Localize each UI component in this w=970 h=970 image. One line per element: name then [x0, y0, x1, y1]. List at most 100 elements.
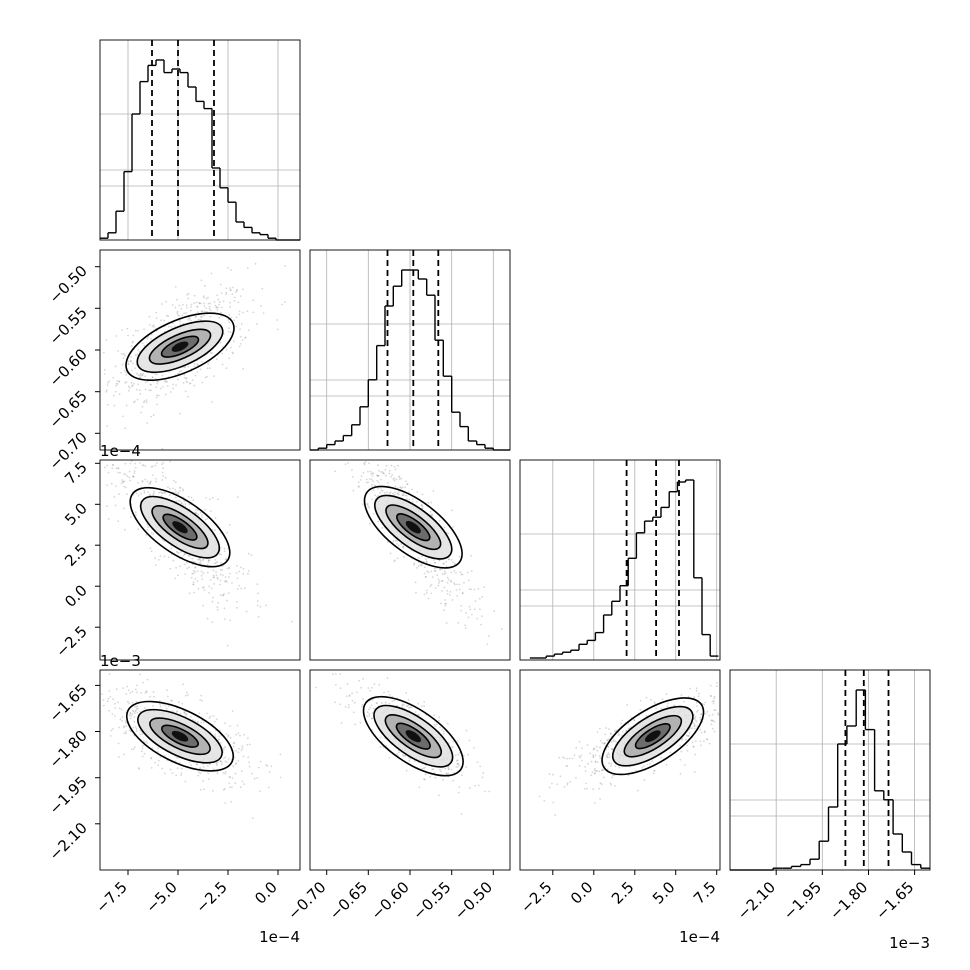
sample-point — [387, 690, 390, 693]
sample-point — [217, 602, 220, 604]
sample-point — [185, 377, 188, 380]
sample-point — [400, 477, 403, 480]
sample-point — [383, 472, 385, 475]
sample-point — [183, 500, 186, 503]
sample-point — [189, 715, 192, 718]
sample-point — [162, 461, 165, 464]
sample-point — [424, 576, 427, 578]
sample-point — [158, 491, 161, 494]
sample-point — [227, 592, 230, 594]
sample-point — [209, 579, 212, 581]
sample-point — [451, 746, 453, 749]
sample-point — [194, 571, 196, 573]
sample-point — [130, 516, 132, 518]
sample-point — [156, 373, 159, 376]
panel-frame — [99, 459, 301, 661]
sample-point — [442, 732, 445, 735]
sample-point — [106, 700, 109, 703]
sample-point — [144, 465, 147, 467]
sample-point — [220, 761, 223, 763]
sample-point — [229, 346, 232, 349]
sample-point — [402, 546, 405, 549]
sample-point — [368, 522, 371, 525]
sample-point — [228, 287, 231, 290]
sample-point — [212, 596, 215, 599]
sample-point — [169, 391, 172, 393]
sample-point — [248, 765, 251, 768]
sample-point — [131, 690, 134, 693]
sample-point — [184, 713, 187, 716]
sample-point — [368, 713, 371, 715]
sample-point — [451, 509, 453, 512]
sample-point — [159, 705, 162, 708]
sample-point — [157, 558, 160, 561]
sample-point — [235, 316, 238, 319]
sample-point — [152, 691, 155, 693]
sample-point — [202, 586, 205, 588]
sample-point — [202, 604, 205, 607]
sample-point — [220, 561, 222, 564]
sample-point — [420, 504, 423, 507]
sample-point — [367, 470, 369, 473]
sample-point — [465, 612, 467, 614]
sample-point — [201, 316, 203, 319]
sample-point — [447, 558, 450, 561]
sample-point — [213, 375, 215, 377]
sample-point — [599, 757, 602, 759]
sample-point — [697, 709, 699, 712]
sample-point — [215, 574, 218, 577]
sample-point — [124, 720, 127, 723]
sample-point — [393, 466, 396, 468]
sample-point — [614, 730, 617, 733]
sample-point — [424, 766, 426, 769]
sample-point — [219, 729, 222, 732]
sample-point — [182, 683, 185, 686]
sample-point — [134, 329, 137, 332]
sample-point — [135, 730, 138, 732]
sample-point — [215, 761, 218, 764]
sample-point — [140, 492, 143, 495]
sample-point — [376, 474, 378, 477]
sample-point — [125, 404, 128, 407]
sample-point — [222, 749, 225, 751]
sample-point — [457, 753, 460, 756]
sample-point — [137, 707, 139, 710]
sample-point — [478, 597, 481, 600]
sample-point — [189, 305, 192, 308]
sample-point — [395, 478, 398, 481]
sample-point — [215, 306, 218, 309]
sample-point — [438, 794, 440, 797]
sample-point — [604, 733, 607, 736]
sample-point — [551, 782, 553, 785]
sample-point — [219, 742, 222, 744]
sample-point — [143, 344, 146, 347]
sample-point — [450, 768, 453, 771]
sample-point — [207, 559, 210, 562]
density-contour — [172, 521, 188, 534]
sample-point — [601, 769, 603, 771]
sample-point — [211, 352, 214, 354]
sample-point — [194, 566, 196, 569]
sample-point — [185, 712, 188, 715]
sample-point — [120, 708, 123, 711]
sample-point — [144, 691, 147, 694]
sample-point — [125, 730, 127, 733]
sample-point — [569, 780, 572, 783]
sample-point — [142, 464, 145, 467]
sample-point — [243, 733, 245, 736]
sample-point — [106, 425, 109, 427]
sample-point — [187, 495, 190, 498]
sample-point — [186, 381, 189, 384]
sample-point — [202, 766, 205, 768]
sample-point — [219, 341, 222, 344]
sample-point — [122, 415, 124, 418]
sample-point — [179, 323, 182, 326]
sample-point — [430, 514, 433, 517]
sample-point — [152, 493, 155, 496]
sample-point — [216, 294, 219, 297]
sample-point — [115, 384, 117, 387]
sample-point — [392, 478, 395, 481]
sample-point — [464, 627, 467, 629]
sample-point — [193, 561, 196, 563]
sample-point — [117, 520, 120, 523]
